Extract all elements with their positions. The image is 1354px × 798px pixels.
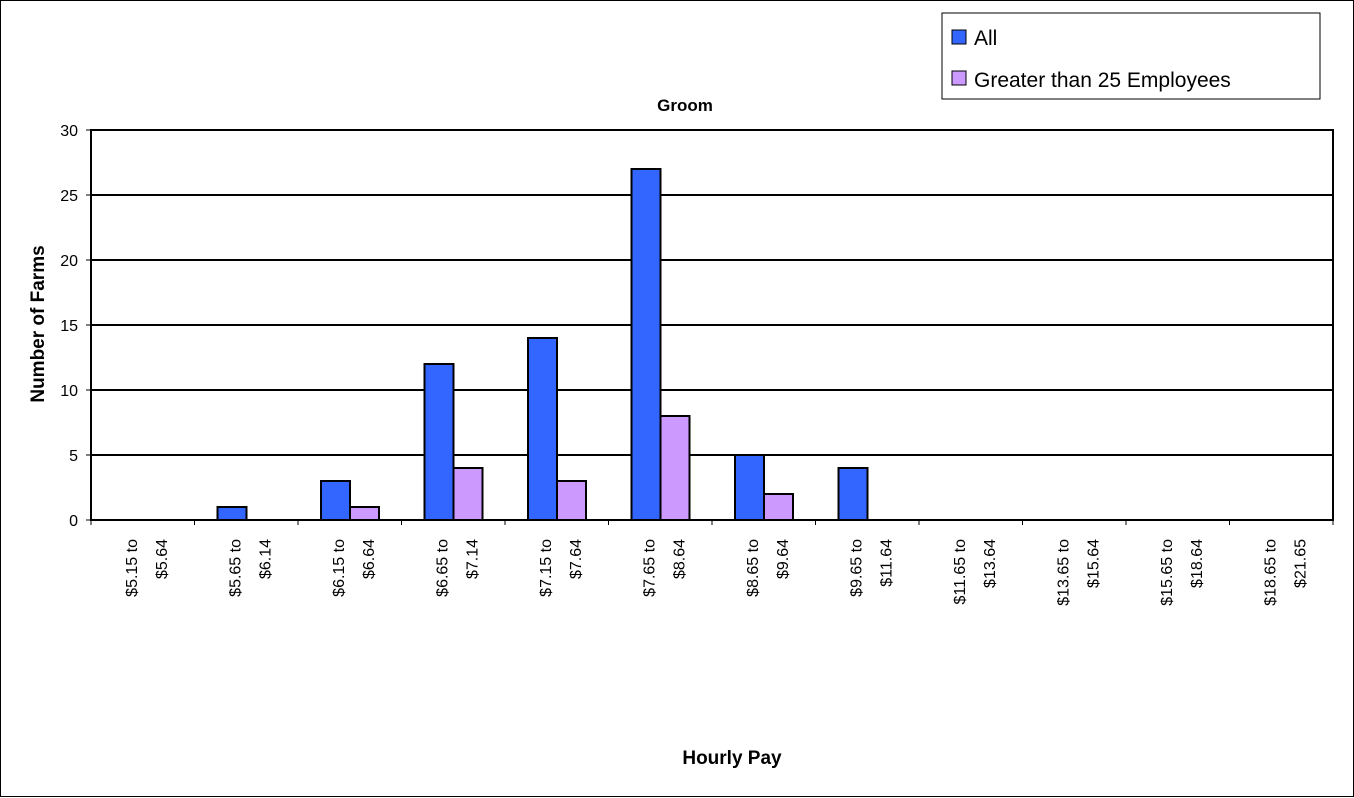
bar-all [423, 363, 455, 521]
x-tick-label: $5.65 to $6.14 [227, 539, 274, 597]
legend-label-greater-than-25: Greater than 25 Employees [974, 69, 1231, 92]
x-tick-label: $6.15 to $6.64 [331, 539, 378, 597]
x-tick-label: $6.65 to $7.14 [434, 539, 481, 597]
legend-swatch-greater-than-25 [951, 70, 967, 86]
x-tick-label: $9.65 to $11.64 [848, 539, 895, 597]
x-tick-label: $11.65 to $13.64 [952, 539, 999, 605]
axes [86, 129, 1334, 525]
x-tick-label: $7.65 to $8.64 [641, 539, 688, 597]
y-tick-label: 0 [69, 513, 78, 530]
tick-labels: 0 5 10 15 20 25 30 $5.15 to $5.64 $5.65 to $6.14 $6… [60, 123, 1309, 606]
x-tick-label: $7.15 to $7.64 [538, 539, 585, 597]
x-tick-label: $18.65 to $21.65 [1262, 539, 1309, 606]
y-tick-label: 15 [60, 318, 78, 335]
bar-greater-than-25 [349, 506, 380, 521]
bar-greater-than-25 [556, 480, 587, 521]
bar-all [216, 506, 248, 521]
bar-all [527, 337, 558, 521]
bar-all [630, 168, 662, 521]
x-axis-title: Hourly Pay [682, 748, 782, 769]
legend-box [941, 12, 1321, 100]
y-tick-label: 30 [60, 123, 78, 140]
bar-all [734, 454, 765, 521]
x-tick-label: $15.65 to $18.64 [1159, 539, 1206, 606]
legend-label-all: All [974, 27, 997, 50]
x-tick-label: $5.15 to $5.64 [124, 539, 171, 597]
legend-swatch-all [951, 29, 967, 45]
y-tick-label: 5 [69, 448, 78, 465]
bar-greater-than-25 [659, 415, 691, 521]
bar-all [320, 480, 351, 521]
y-tick-label: 20 [60, 253, 78, 270]
x-tick-label: $8.65 to $9.64 [745, 539, 792, 597]
bar-greater-than-25 [763, 493, 794, 521]
x-tick-label: $13.65 to $15.64 [1055, 539, 1102, 606]
bar-greater-than-25 [452, 467, 484, 521]
y-axis-title: Number of Farms [28, 245, 49, 402]
y-tick-label: 10 [60, 383, 78, 400]
grid-lines [91, 129, 1333, 456]
bar-all [837, 467, 869, 521]
bars [216, 168, 869, 521]
y-tick-label: 25 [60, 188, 78, 205]
legend: All Greater than 25 Employees [941, 12, 1321, 100]
chart-title: Groom [657, 96, 713, 115]
